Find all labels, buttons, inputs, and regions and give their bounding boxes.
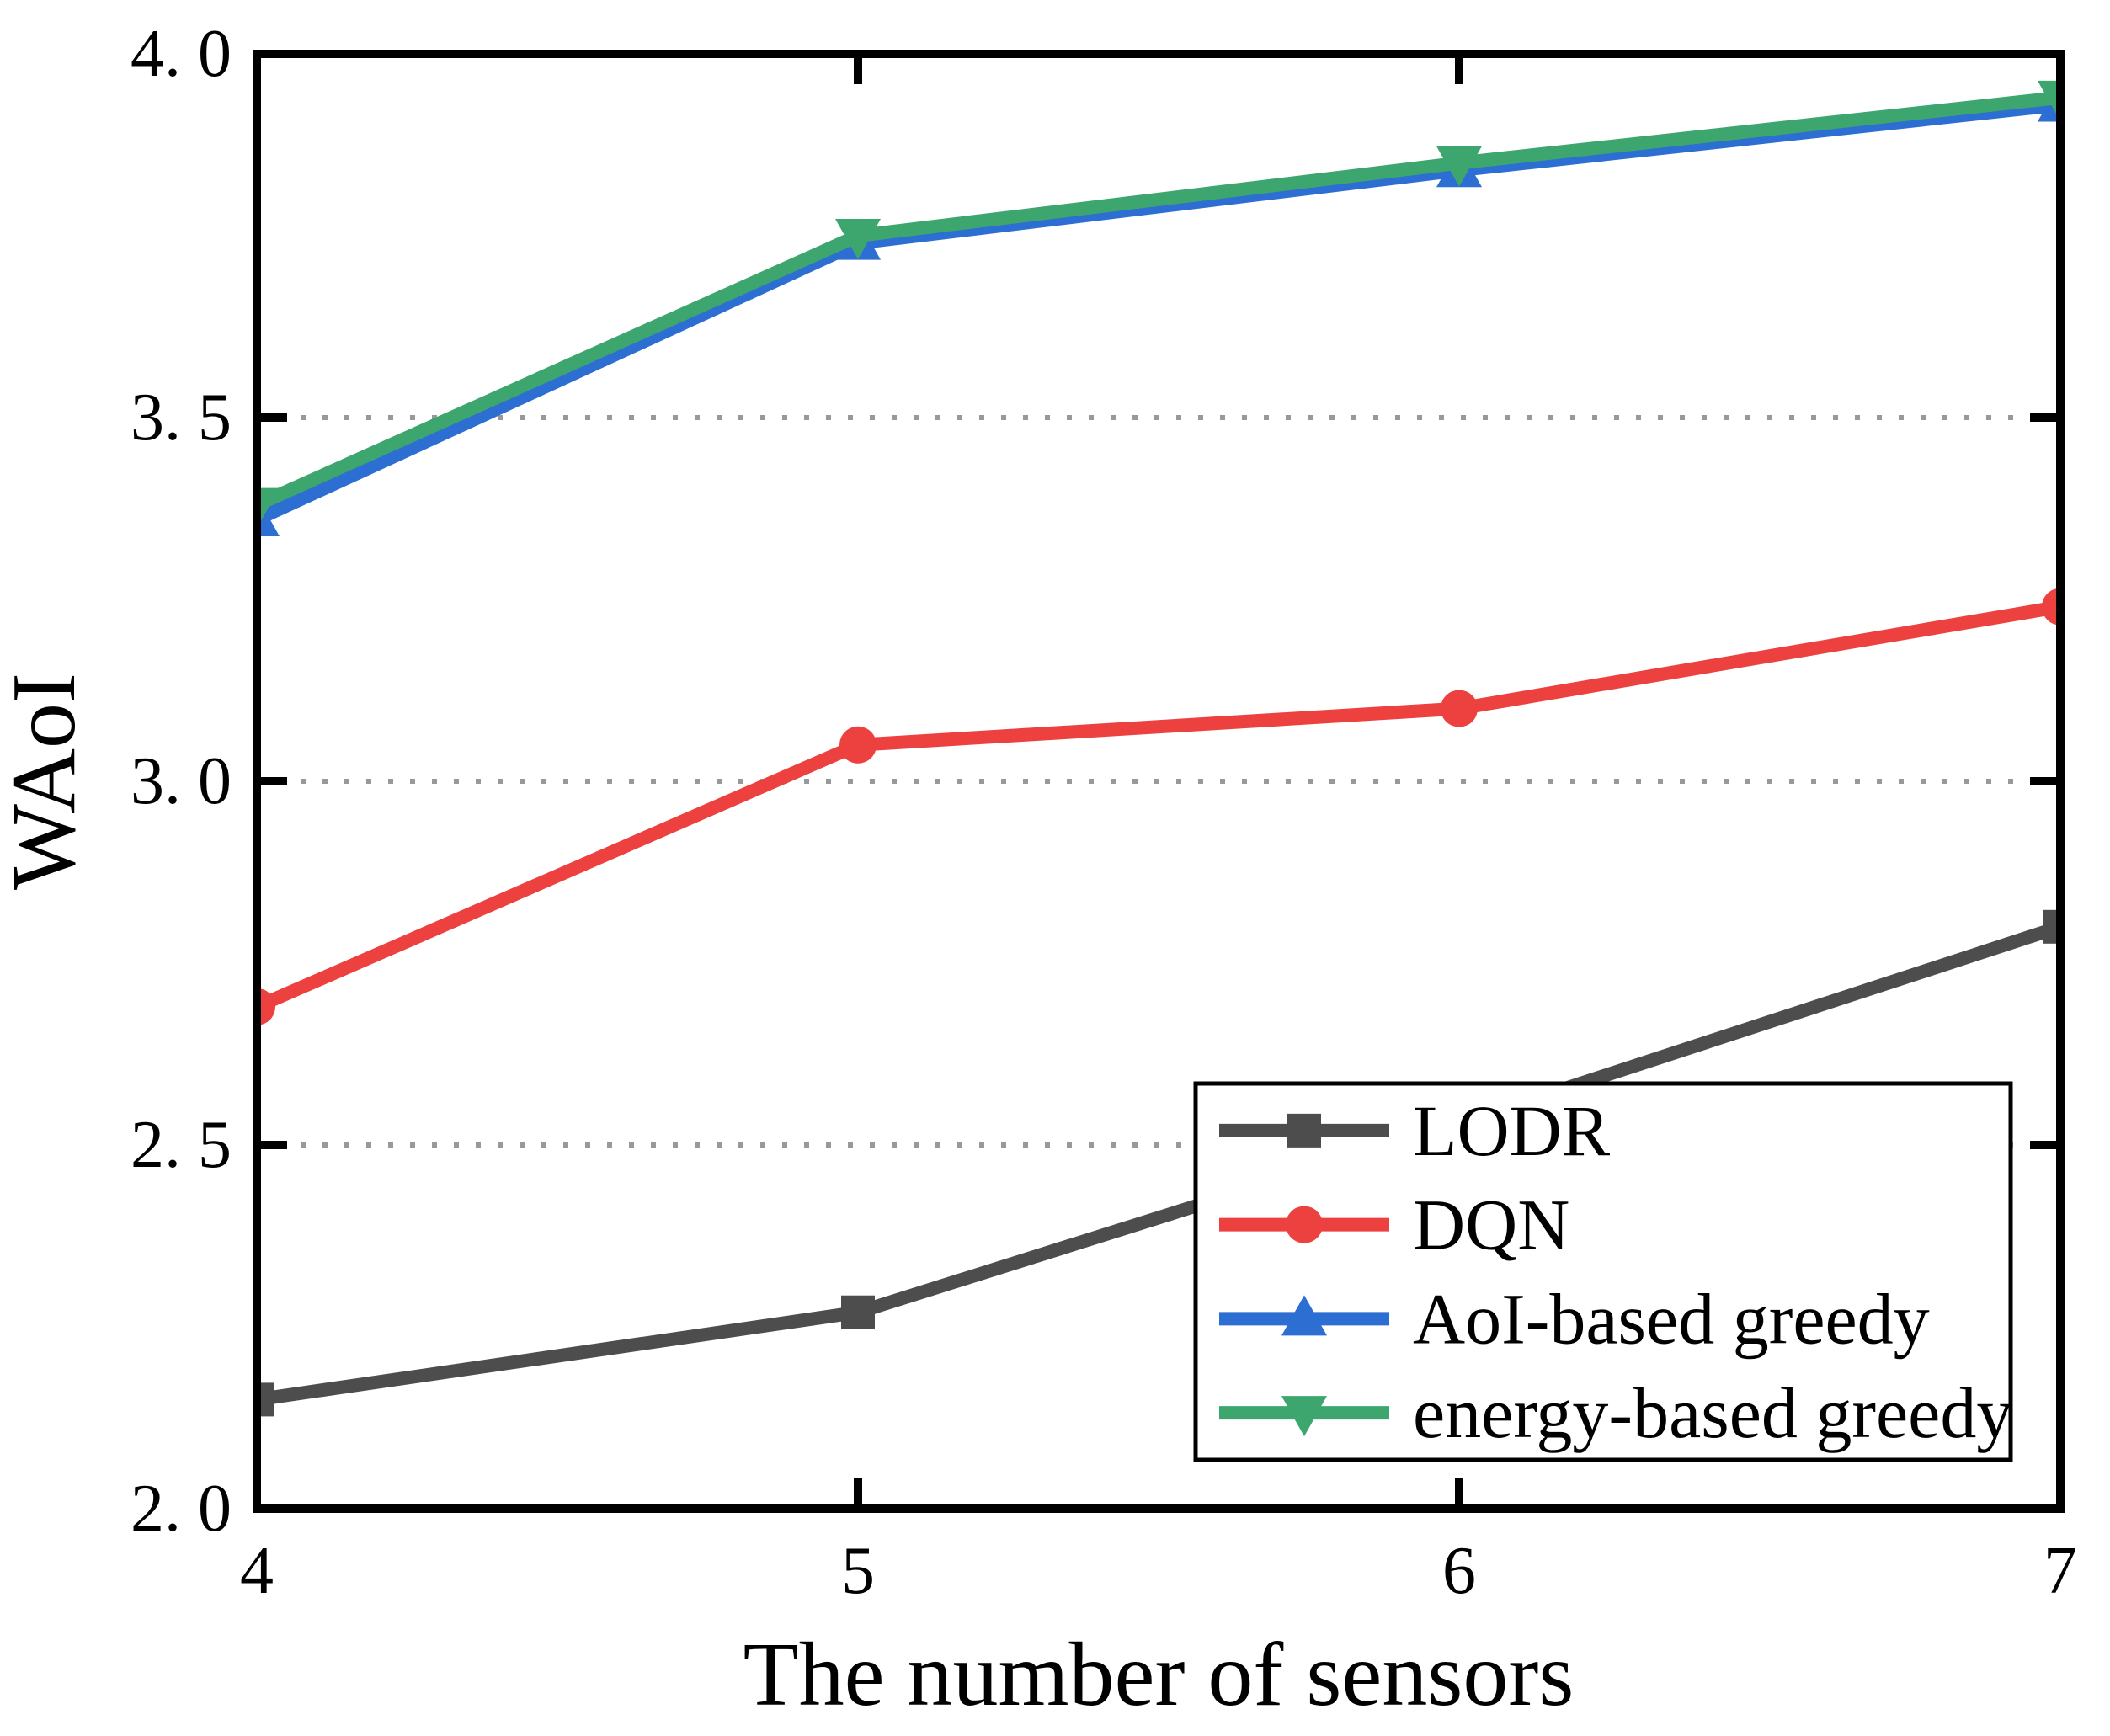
- x-tick-label: 5: [841, 1534, 875, 1608]
- legend-label: energy-based greedy: [1413, 1372, 2012, 1453]
- series-line: [257, 599, 2060, 1014]
- marker-circle: [257, 988, 275, 1025]
- legend-row: LODR: [1219, 1090, 1611, 1171]
- legend-label: DQN: [1413, 1185, 1569, 1265]
- series-line: [257, 98, 2060, 526]
- x-tick-label: 6: [1442, 1534, 1476, 1608]
- y-tick-label: 3. 5: [131, 381, 232, 455]
- y-tick-label: 2. 0: [131, 1472, 232, 1546]
- legend: LODR DQN AoI-based greedy energy-based gree…: [1193, 1081, 2013, 1462]
- series-line: [257, 90, 2060, 511]
- legend-row: DQN: [1219, 1185, 1569, 1265]
- marker-triangle-down: [1436, 146, 1482, 187]
- y-tick-label: 3. 0: [131, 744, 232, 818]
- legend-box: [1193, 1081, 2013, 1462]
- marker-circle: [2042, 588, 2060, 626]
- series-dqn: [257, 588, 2060, 1025]
- x-axis-title: The number of sensors: [743, 1625, 1575, 1725]
- marker-circle: [1441, 690, 1478, 727]
- marker-square: [1287, 1113, 1321, 1148]
- legend-label: LODR: [1413, 1090, 1611, 1171]
- marker-triangle-down: [1281, 1396, 1327, 1437]
- marker-circle: [1286, 1206, 1323, 1243]
- y-tick-label: 4. 0: [131, 17, 232, 91]
- plot-area: [257, 80, 2060, 1417]
- x-tick-label: 4: [240, 1534, 274, 1608]
- marker-triangle-down: [835, 219, 881, 259]
- series-line: [257, 920, 2060, 1407]
- marker-circle: [839, 726, 877, 764]
- y-axis-title: WAoI: [0, 673, 94, 890]
- series-aoi-based-greedy: [257, 81, 2060, 536]
- marker-square: [841, 1295, 875, 1329]
- legend-row: AoI-based greedy: [1219, 1278, 1930, 1359]
- x-tick-label: 7: [2043, 1534, 2077, 1608]
- series-energy-based-greedy: [257, 80, 2060, 529]
- legend-row: energy-based greedy: [1219, 1372, 2012, 1453]
- marker-triangle-down: [2038, 80, 2060, 121]
- marker-triangle-up: [1281, 1295, 1327, 1336]
- legend-label: AoI-based greedy: [1413, 1278, 1930, 1359]
- y-tick-label: 2. 5: [131, 1108, 232, 1182]
- marker-triangle-down: [257, 487, 280, 529]
